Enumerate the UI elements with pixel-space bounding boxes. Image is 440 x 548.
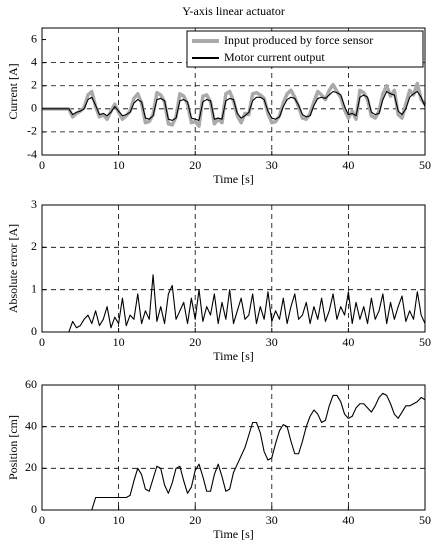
data-line <box>42 274 426 333</box>
x-tick-label: 0 <box>39 335 45 349</box>
y-tick-label: -2 <box>27 124 37 138</box>
x-tick-label: 20 <box>189 158 201 172</box>
x-tick-label: 40 <box>342 158 354 172</box>
legend-label: Input produced by force sensor <box>224 33 373 47</box>
y-tick-label: 0 <box>31 101 37 115</box>
y-tick-label: 3 <box>31 197 37 211</box>
chart-title: Y-axis linear actuator <box>182 4 285 18</box>
y-axis-label: Position [cm] <box>6 415 20 480</box>
x-tick-label: 20 <box>189 513 201 527</box>
x-tick-label: 40 <box>342 513 354 527</box>
y-tick-label: 2 <box>31 77 37 91</box>
y-tick-label: 2 <box>31 239 37 253</box>
y-tick-label: 6 <box>31 31 37 45</box>
y-axis-label: Current [A] <box>6 63 20 119</box>
plot-frame <box>41 204 426 333</box>
data-line <box>42 81 427 128</box>
data-line <box>42 392 426 511</box>
x-tick-label: 30 <box>266 513 278 527</box>
legend-label: Motor current output <box>224 50 325 64</box>
x-tick-label: 10 <box>113 513 125 527</box>
x-axis-label: Time [s] <box>213 349 254 363</box>
y-tick-label: 20 <box>25 460 37 474</box>
y-tick-label: 0 <box>31 324 37 338</box>
y-tick-label: 4 <box>31 54 37 68</box>
legend: Input produced by force sensor Motor curr… <box>186 30 424 68</box>
x-tick-label: 50 <box>419 513 431 527</box>
y-tick-label: 60 <box>25 377 37 391</box>
y-tick-label: 1 <box>31 281 37 295</box>
plot-frame <box>41 384 426 511</box>
y-tick-label: 40 <box>25 418 37 432</box>
x-tick-label: 10 <box>113 158 125 172</box>
x-tick-label: 30 <box>266 335 278 349</box>
data-line <box>42 90 426 121</box>
x-tick-label: 30 <box>266 158 278 172</box>
plot-frame <box>41 27 426 156</box>
y-tick-label: -4 <box>27 147 37 161</box>
x-axis-label: Time [s] <box>213 527 254 541</box>
x-axis-label: Time [s] <box>213 172 254 186</box>
legend-box <box>186 30 424 68</box>
x-tick-label: 50 <box>419 335 431 349</box>
x-tick-label: 0 <box>39 158 45 172</box>
x-tick-label: 40 <box>342 335 354 349</box>
y-tick-label: 0 <box>31 502 37 516</box>
x-tick-label: 50 <box>419 158 431 172</box>
x-tick-label: 20 <box>189 335 201 349</box>
x-tick-label: 10 <box>113 335 125 349</box>
x-tick-label: 0 <box>39 513 45 527</box>
y-axis-label: Absolute error [A] <box>6 224 20 313</box>
